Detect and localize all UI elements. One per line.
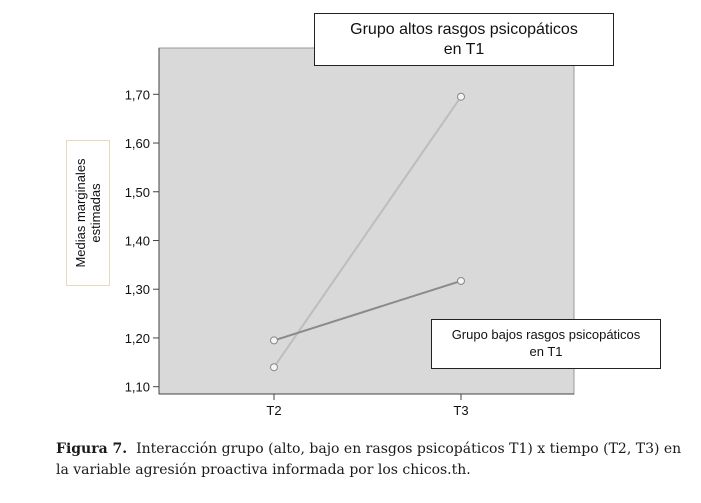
y-tick-label: 1,40 xyxy=(125,233,150,248)
data-point xyxy=(270,336,278,345)
y-tick-label: 1,60 xyxy=(125,136,150,151)
callout-low-group: Grupo bajos rasgos psicopáticos en T1 xyxy=(431,319,661,369)
callout-high-line-1: Grupo altos rasgos psicopáticos xyxy=(350,21,578,38)
series-lines xyxy=(273,96,462,368)
data-point xyxy=(457,276,465,285)
y-tick-label: 1,70 xyxy=(125,87,150,102)
series-line-1 xyxy=(273,96,462,368)
y-tick-label: 1,20 xyxy=(125,331,150,346)
data-point xyxy=(457,92,465,101)
y-ticks: 1,10 1,20 1,30 1,40 1,50 1,60 1,70 xyxy=(125,87,159,395)
series-points xyxy=(270,92,465,372)
caption-text: Interacción grupo (alto, bajo en rasgos … xyxy=(56,441,682,478)
y-axis-label-line-1: Medias marginales xyxy=(73,158,88,268)
caption-label: Figura 7. xyxy=(56,441,128,457)
x-tick-label: T2 xyxy=(266,403,281,418)
callout-low-line-2: en T1 xyxy=(529,344,563,359)
data-point xyxy=(270,363,278,372)
x-ticks: T2 T3 xyxy=(266,394,469,418)
x-tick-label: T3 xyxy=(453,403,468,418)
y-tick-label: 1,30 xyxy=(125,282,150,297)
series-line-2 xyxy=(273,279,462,342)
y-axis-label: Medias marginales estimadas xyxy=(73,158,103,267)
figure-caption: Figura 7. Interacción grupo (alto, bajo … xyxy=(56,439,696,481)
y-tick-label: 1,50 xyxy=(125,185,150,200)
callout-high-group: Grupo altos rasgos psicopáticos en T1 xyxy=(314,13,614,66)
y-axis-label-line-2: estimadas xyxy=(88,183,103,243)
y-tick-label: 1,10 xyxy=(125,380,150,395)
y-axis-label-box: Medias marginales estimadas xyxy=(66,140,110,286)
callout-low-line-1: Grupo bajos rasgos psicopáticos xyxy=(451,327,641,342)
callout-high-line-2: en T1 xyxy=(443,41,485,58)
